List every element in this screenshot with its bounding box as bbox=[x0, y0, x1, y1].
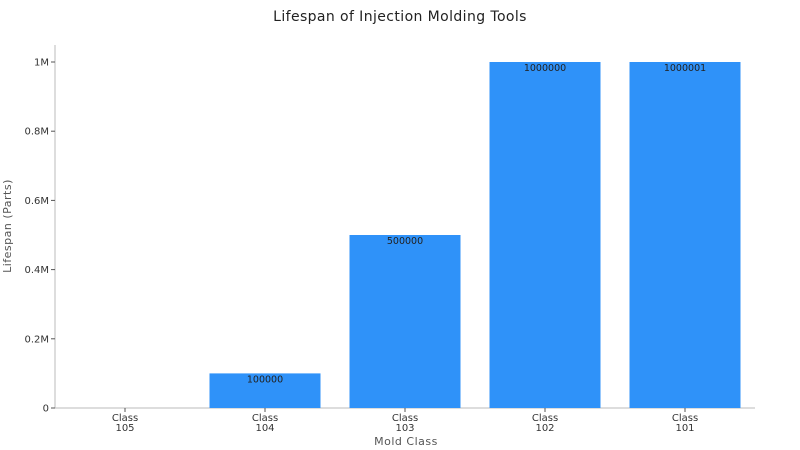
y-axis-ticks: 0 0.2M 0.4M 0.6M 0.8M 1M bbox=[24, 58, 55, 415]
bar-class-102 bbox=[489, 62, 601, 408]
x-axis-ticks: Class 105 Class 104 Class 103 Class 102 Class 101 bbox=[112, 408, 698, 434]
y-tick-label: 0.4M bbox=[24, 265, 49, 276]
y-tick-label: 1M bbox=[34, 58, 49, 69]
y-tick-label: 0 bbox=[43, 404, 49, 415]
bar-class-103 bbox=[349, 235, 461, 408]
x-tick-label: Class 101 bbox=[672, 413, 698, 434]
x-tick-label: Class 102 bbox=[532, 413, 558, 434]
bar-value-label: 100000 bbox=[247, 374, 283, 385]
bars: 100000 500000 1000000 1000001 bbox=[209, 61, 741, 408]
x-axis-title: Mold Class bbox=[374, 435, 438, 448]
y-tick-label: 0.6M bbox=[24, 196, 49, 207]
x-tick-label: Class 105 bbox=[112, 413, 138, 434]
y-tick-label: 0.2M bbox=[24, 334, 49, 345]
bar-class-101 bbox=[629, 61, 741, 408]
bar-value-label: 1000000 bbox=[524, 63, 566, 74]
x-tick-label: Class 104 bbox=[252, 413, 278, 434]
bar-class-104 bbox=[209, 373, 321, 408]
bar-value-label: 1000001 bbox=[664, 63, 706, 74]
y-tick-label: 0.8M bbox=[24, 127, 49, 138]
x-tick-label: Class 103 bbox=[392, 413, 418, 434]
y-axis-title: Lifespan (Parts) bbox=[1, 179, 14, 273]
chart-title: Lifespan of Injection Molding Tools bbox=[273, 9, 527, 25]
bar-value-label: 500000 bbox=[387, 236, 423, 247]
